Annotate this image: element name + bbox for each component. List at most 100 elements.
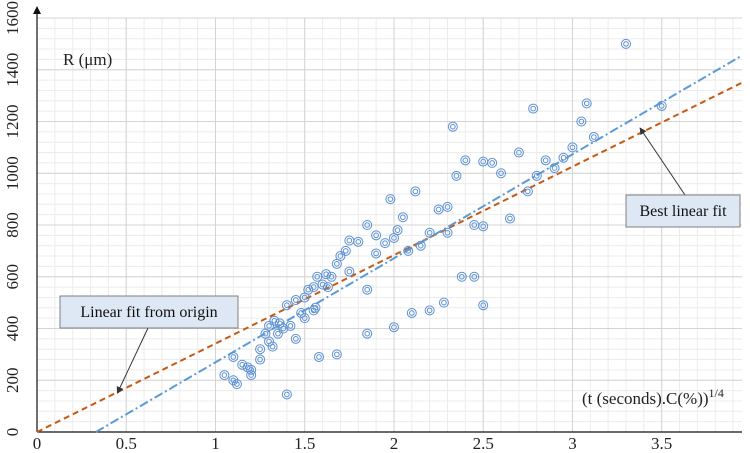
data-point — [312, 271, 323, 282]
data-point — [299, 313, 310, 324]
data-point — [410, 186, 421, 197]
data-point — [540, 155, 551, 166]
data-point — [581, 98, 592, 109]
data-point — [478, 221, 489, 232]
data-point — [344, 266, 355, 277]
x-axis-label-sup: 1/4 — [709, 386, 724, 400]
annotation-arrow — [116, 327, 149, 394]
data-point — [326, 271, 337, 282]
data-point — [433, 204, 444, 215]
x-axis-label: (t (seconds).C(%))1/4 — [582, 386, 724, 408]
y-tick-label: 1400 — [3, 53, 22, 87]
data-point — [403, 245, 414, 256]
data-point — [478, 300, 489, 311]
data-point — [549, 163, 560, 174]
y-tick-label: 1200 — [3, 105, 22, 139]
data-point — [340, 245, 351, 256]
y-tick-label: 1600 — [3, 1, 22, 35]
data-point — [331, 349, 342, 360]
fit-lines — [36, 54, 743, 433]
y-tick-label: 600 — [3, 264, 22, 290]
data-point — [246, 364, 257, 375]
data-point — [246, 370, 257, 381]
data-point — [522, 186, 533, 197]
annotation-linear-fit-origin: Linear fit from origin — [59, 295, 239, 394]
annotation-label: Best linear fit — [639, 203, 727, 220]
data-point — [456, 271, 467, 282]
data-point — [392, 225, 403, 236]
data-point — [380, 238, 391, 249]
x-tick-label: 3 — [568, 434, 577, 453]
x-tick-label: 0 — [33, 434, 42, 453]
data-point — [397, 212, 408, 223]
data-point — [513, 147, 524, 158]
x-tick-label: 2.5 — [473, 434, 494, 453]
data-point — [576, 116, 587, 127]
data-point — [272, 328, 283, 339]
annotation-box — [59, 295, 239, 329]
x-tick-label: 1 — [211, 434, 220, 453]
x-axis-label-base: (t (seconds).C(%)) — [582, 389, 709, 408]
annotation-box — [625, 194, 741, 228]
data-point — [567, 142, 578, 153]
data-point — [322, 282, 333, 293]
data-point — [335, 251, 346, 262]
data-point — [371, 230, 382, 241]
data-point — [371, 248, 382, 259]
x-tick-label: 3.5 — [651, 434, 672, 453]
data-point — [451, 170, 462, 181]
y-axis-arrow — [33, 6, 41, 14]
y-tick-label: 400 — [3, 316, 22, 342]
data-point — [447, 121, 458, 132]
data-point — [531, 170, 542, 181]
data-point — [385, 194, 396, 205]
data-point — [656, 100, 667, 111]
data-point — [281, 389, 292, 400]
data-point — [504, 213, 515, 224]
data-point — [415, 240, 426, 251]
data-point — [442, 201, 453, 212]
data-point — [558, 152, 569, 163]
data-point — [285, 320, 296, 331]
data-point — [267, 341, 278, 352]
axes: 0 0.5 1 1.5 2 2.5 3 3.5 0 200 400 600 800 1000 1200 140… — [3, 1, 742, 453]
data-point — [406, 307, 417, 318]
data-point — [438, 297, 449, 308]
annotations: Linear fit from origin Best linear fit — [59, 127, 741, 394]
data-point — [290, 295, 301, 306]
data-point — [344, 235, 355, 246]
data-point — [460, 155, 471, 166]
data-point — [255, 354, 266, 365]
data-point — [264, 320, 275, 331]
data-point — [620, 38, 631, 49]
annotation-best-fit: Best linear fit — [625, 127, 741, 228]
y-axis-label: R (μm) — [63, 50, 112, 69]
x-tick-label: 0.5 — [116, 434, 137, 453]
data-point — [362, 284, 373, 295]
data-point — [487, 157, 498, 168]
y-tick-label: 1000 — [3, 156, 22, 190]
data-point — [496, 168, 507, 179]
data-point — [353, 236, 364, 247]
x-tick-label: 2 — [390, 434, 399, 453]
data-point — [528, 103, 539, 114]
data-point — [308, 305, 319, 316]
y-tick-label: 0 — [3, 428, 22, 437]
data-point — [388, 322, 399, 333]
data-point — [281, 300, 292, 311]
data-point — [469, 271, 480, 282]
data-point — [362, 328, 373, 339]
data-point — [255, 344, 266, 355]
data-point — [219, 370, 230, 381]
data-point — [424, 227, 435, 238]
data-point — [362, 220, 373, 230]
data-points — [219, 38, 667, 400]
data-point — [290, 333, 301, 344]
data-point — [308, 282, 319, 293]
grid-lines — [36, 17, 742, 433]
annotation-arrow — [639, 127, 686, 196]
y-tick-label: 200 — [3, 368, 22, 394]
data-point — [278, 323, 289, 334]
fit-line — [36, 81, 743, 433]
